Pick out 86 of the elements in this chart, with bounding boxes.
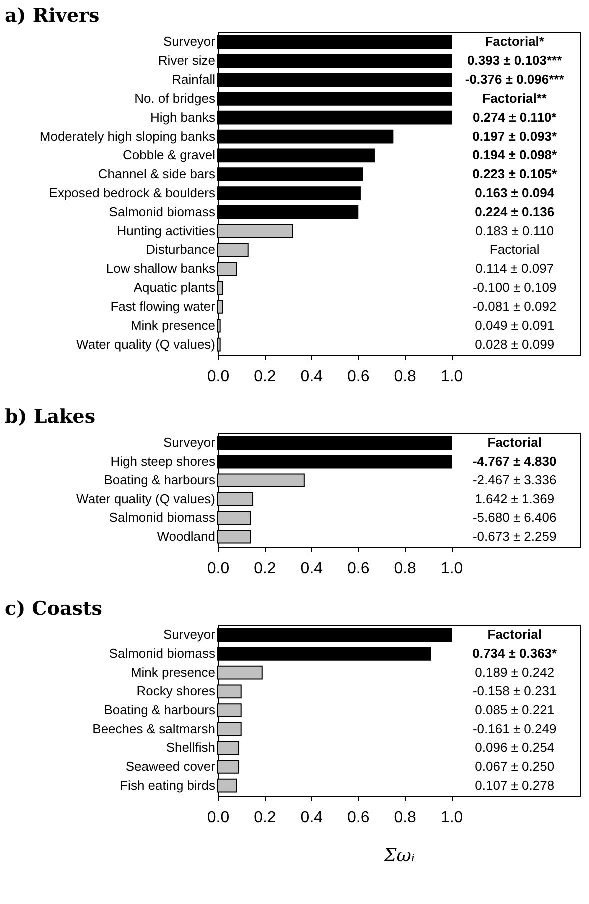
annotation: 0.096 ± 0.254 — [475, 740, 555, 756]
x-tick-label: 0.2 — [254, 810, 276, 826]
y-tick-label: Hunting activities — [117, 223, 216, 238]
text: b) Lakes — [5, 406, 96, 428]
annotation: 0.197 ± 0.093* — [472, 128, 558, 144]
annotation: Factorial* — [485, 34, 546, 50]
y-tick-label: Boating & harbours — [104, 472, 216, 488]
annotation: -0.100 ± 0.109 — [472, 280, 557, 296]
y-tick-label: Fish eating birds — [120, 778, 216, 793]
x-tick-label: 0.6 — [348, 560, 370, 578]
annotation: 0.028 ± 0.099 — [475, 336, 555, 352]
y-tick-label: Beeches & saltmarsh — [92, 721, 216, 736]
annotation: Factorial — [490, 242, 540, 258]
annotation: -0.673 ± 2.259 — [472, 528, 557, 544]
annotation: Factorial — [488, 435, 542, 450]
y-tick-label: Surveyor — [163, 435, 216, 450]
x-tick-label: 0.8 — [394, 810, 417, 826]
y-tick-label: Salmonid biomass — [109, 646, 216, 661]
annotation: 0.049 ± 0.091 — [475, 318, 555, 333]
y-tick-label: Mink presence — [130, 664, 216, 680]
text: c) Coasts — [5, 598, 102, 620]
annotation: Factorial — [488, 627, 542, 642]
x-tick-label: 0.8 — [394, 368, 417, 386]
annotation: -0.376 ± 0.096*** — [465, 72, 566, 88]
y-tick-label: Surveyor — [163, 34, 216, 50]
annotation: 0.067 ± 0.250 — [475, 759, 555, 774]
annotation: Factorial** — [482, 90, 548, 106]
x-tick-label: 0.8 — [394, 560, 417, 578]
x-tick-label: 0.0 — [207, 368, 230, 386]
y-tick-label: Water quality (Q values) — [76, 491, 216, 506]
annotation: -0.158 ± 0.231 — [472, 684, 557, 699]
x-tick-label: 0.0 — [207, 560, 230, 578]
y-tick-label: High steep shores — [110, 454, 216, 469]
annotation: 0.189 ± 0.242 — [475, 664, 555, 680]
x-tick-label: 1.0 — [440, 560, 464, 578]
annotation: 0.223 ± 0.105* — [472, 166, 558, 182]
y-tick-label: Salmonid biomass — [109, 204, 216, 220]
x-tick-label: 0.2 — [254, 368, 276, 386]
y-tick-label: Seaweed cover — [126, 759, 216, 774]
y-tick-label: Channel & side bars — [98, 166, 216, 182]
annotation: -5.680 ± 6.406 — [472, 510, 557, 526]
annotation: 0.085 ± 0.221 — [475, 702, 555, 718]
annotation: 0.107 ± 0.278 — [475, 778, 555, 793]
y-tick-label: Water quality (Q values) — [76, 336, 216, 352]
y-tick-label: High banks — [150, 110, 216, 125]
annotation: 1.642 ± 1.369 — [475, 491, 555, 506]
annotation: 0.183 ± 0.110 — [476, 223, 554, 238]
y-tick-label: Fast flowing water — [110, 298, 216, 314]
annotation: 0.274 ± 0.110* — [472, 110, 558, 125]
y-tick-label: Mink presence — [130, 318, 216, 333]
x-tick-label: 0.2 — [254, 560, 276, 578]
annotation: 0.114 ± 0.097 — [476, 261, 554, 276]
x-tick-label: 0.6 — [348, 810, 370, 826]
y-tick-label: Disturbance — [146, 242, 216, 258]
y-tick-label: Shellfish — [166, 740, 216, 756]
annotation: -2.467 ± 3.336 — [472, 472, 557, 488]
annotation: -0.161 ± 0.249 — [472, 721, 557, 736]
y-tick-label: Woodland — [157, 528, 216, 544]
annotation: 0.224 ± 0.136 — [475, 204, 555, 220]
annotation: 0.393 ± 0.103*** — [468, 53, 564, 68]
x-axis-title: Σωᵢ — [382, 846, 416, 866]
x-tick-label: 1.0 — [440, 810, 464, 826]
y-tick-label: Cobble & gravel — [123, 148, 216, 163]
x-tick-label: 1.0 — [440, 368, 464, 386]
y-tick-label: River size — [158, 53, 216, 68]
annotation: -4.767 ± 4.830 — [472, 454, 557, 469]
y-tick-label: Rainfall — [172, 72, 216, 88]
x-tick-label: 0.4 — [300, 560, 324, 578]
y-tick-label: Rocky shores — [136, 684, 216, 699]
y-tick-label: Moderately high sloping banks — [40, 128, 216, 144]
x-tick-label: 0.4 — [300, 810, 324, 826]
y-tick-label: Boating & harbours — [104, 702, 216, 718]
y-tick-label: Surveyor — [163, 627, 216, 642]
annotation: 0.163 ± 0.094 — [475, 186, 556, 200]
x-tick-label: 0.4 — [300, 368, 324, 386]
annotation: -0.081 ± 0.092 — [472, 298, 557, 314]
y-tick-label: Aquatic plants — [134, 280, 216, 296]
y-tick-label: No. of bridges — [134, 90, 216, 106]
y-tick-label: Salmonid biomass — [109, 510, 216, 526]
x-tick-label: 0.6 — [348, 368, 370, 386]
annotation: 0.734 ± 0.363* — [472, 646, 558, 661]
text: a) Rivers — [5, 5, 100, 27]
y-tick-label: Exposed bedrock & boulders — [49, 186, 216, 200]
y-tick-label: Low shallow banks — [106, 261, 216, 276]
annotation: 0.194 ± 0.098* — [472, 148, 558, 163]
x-tick-label: 0.0 — [207, 810, 230, 826]
